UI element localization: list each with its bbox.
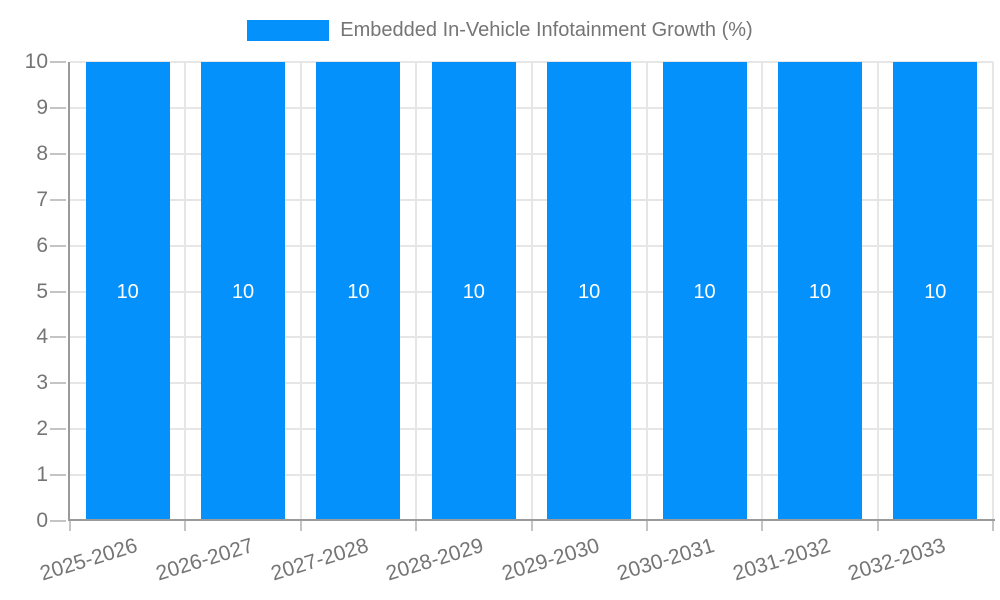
x-tick-label: 2028-2029 [383,534,487,586]
y-tick-label: 10 [24,50,48,73]
x-tick-label: 2032-2033 [845,534,949,586]
x-tick-label: 2029-2030 [499,534,602,586]
bar-value-label: 10 [231,280,255,303]
bar[interactable] [201,62,286,521]
y-tick-label: 8 [36,141,48,165]
y-tick-mark [50,474,66,477]
x-tick-mark [299,521,302,531]
bar[interactable] [662,62,747,521]
bar-value-label: 10 [462,280,485,303]
x-gridline [992,62,994,521]
y-tick-mark [50,106,66,109]
bar-value-label: 10 [347,280,370,303]
bar-value-label: 10 [693,280,716,303]
x-gridline [876,62,879,521]
x-tick-label: 2026-2027 [153,534,256,586]
bar[interactable] [777,62,862,521]
legend-swatch-icon [247,19,330,41]
x-gridline [184,62,187,521]
x-tick-mark [645,521,648,531]
bar[interactable] [85,62,170,521]
x-tick-mark [184,521,187,531]
chart-legend[interactable]: Embedded In-Vehicle Infotainment Growth … [0,16,1000,44]
y-tick-mark [50,152,66,155]
x-tick-mark [69,521,71,531]
x-tick-mark [415,521,418,531]
bar[interactable] [316,62,401,521]
y-tick-label: 1 [36,463,48,487]
x-gridline [761,62,764,521]
y-tick-mark [50,428,66,431]
y-tick-mark [50,198,66,201]
x-gridline [415,62,418,521]
x-gridline [645,62,648,521]
y-tick-mark [50,520,66,522]
bar-value-label: 10 [116,280,139,303]
x-tick-mark [992,521,994,531]
y-tick-mark [50,61,66,63]
bar[interactable] [893,62,978,521]
y-tick-label: 5 [36,279,48,303]
y-tick-mark [50,290,66,293]
x-tick-mark [530,521,533,531]
y-tick-mark [50,244,66,247]
y-tick-label: 7 [36,187,48,211]
y-tick-label: 6 [36,233,48,257]
x-tick-label: 2025-2026 [37,534,141,586]
x-tick-mark [876,521,879,531]
y-tick-label: 3 [36,371,48,395]
y-tick-label: 2 [36,417,48,441]
x-tick-mark [761,521,764,531]
bar-value-label: 10 [808,280,832,303]
bar[interactable] [431,62,516,521]
bar-value-label: 10 [578,280,601,303]
x-axis-line [68,519,995,521]
bar-value-label: 10 [924,280,947,303]
x-tick-label: 2031-2032 [729,534,833,586]
y-tick-mark [50,336,66,339]
y-tick-label: 4 [36,325,48,349]
bar[interactable] [547,62,632,521]
x-tick-label: 2027-2028 [268,534,372,586]
x-tick-label: 2030-2031 [614,534,718,586]
y-tick-mark [50,382,66,385]
y-axis-line [68,62,70,521]
y-tick-label: 9 [36,95,48,119]
legend-label: Embedded In-Vehicle Infotainment Growth … [340,19,753,41]
y-tick-label: 0 [36,509,48,532]
x-gridline [299,62,302,521]
x-gridline [530,62,533,521]
